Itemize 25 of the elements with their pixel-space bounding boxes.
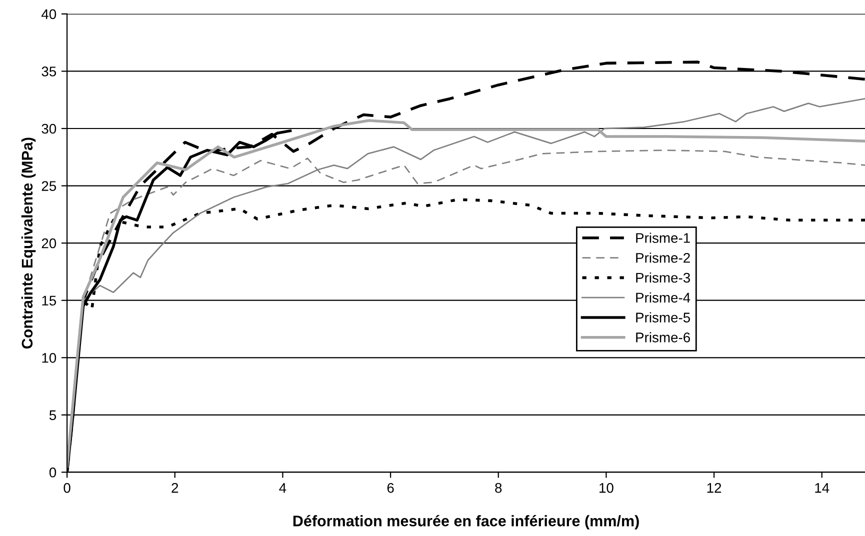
x-tick-label: 14 xyxy=(815,483,830,493)
legend-label: Prisme-3 xyxy=(636,272,690,283)
legend-label: Prisme-4 xyxy=(636,292,690,303)
legend-label: Prisme-6 xyxy=(636,332,690,342)
x-tick-label: 6 xyxy=(387,483,394,493)
legend-label: Prisme-1 xyxy=(636,232,690,243)
x-tick-label: 4 xyxy=(279,483,286,493)
legend-label: Prisme-5 xyxy=(636,312,690,322)
y-tick-label: 10 xyxy=(42,352,56,363)
y-tick-label: 35 xyxy=(42,66,56,76)
y-tick-label: 0 xyxy=(49,468,56,478)
x-tick-label: 2 xyxy=(172,483,178,493)
legend-label: Prisme-2 xyxy=(636,252,690,263)
x-tick-label: 0 xyxy=(64,483,70,493)
y-tick-label: 15 xyxy=(42,296,56,306)
x-tick-label: 10 xyxy=(600,483,614,493)
y-tick-label: 5 xyxy=(49,410,56,420)
x-tick-label: 12 xyxy=(707,483,722,493)
y-tick-label: 30 xyxy=(42,124,56,134)
x-axis-title: Déformation mesurée en face inférieure (mm/m) xyxy=(293,515,639,530)
y-tick-label: 40 xyxy=(41,9,56,20)
y-axis-title: Contrainte Equivalente (MPa) xyxy=(21,138,36,349)
x-tick-label: 8 xyxy=(495,483,502,493)
y-tick-label: 20 xyxy=(42,238,56,248)
y-tick-label: 25 xyxy=(42,181,56,191)
